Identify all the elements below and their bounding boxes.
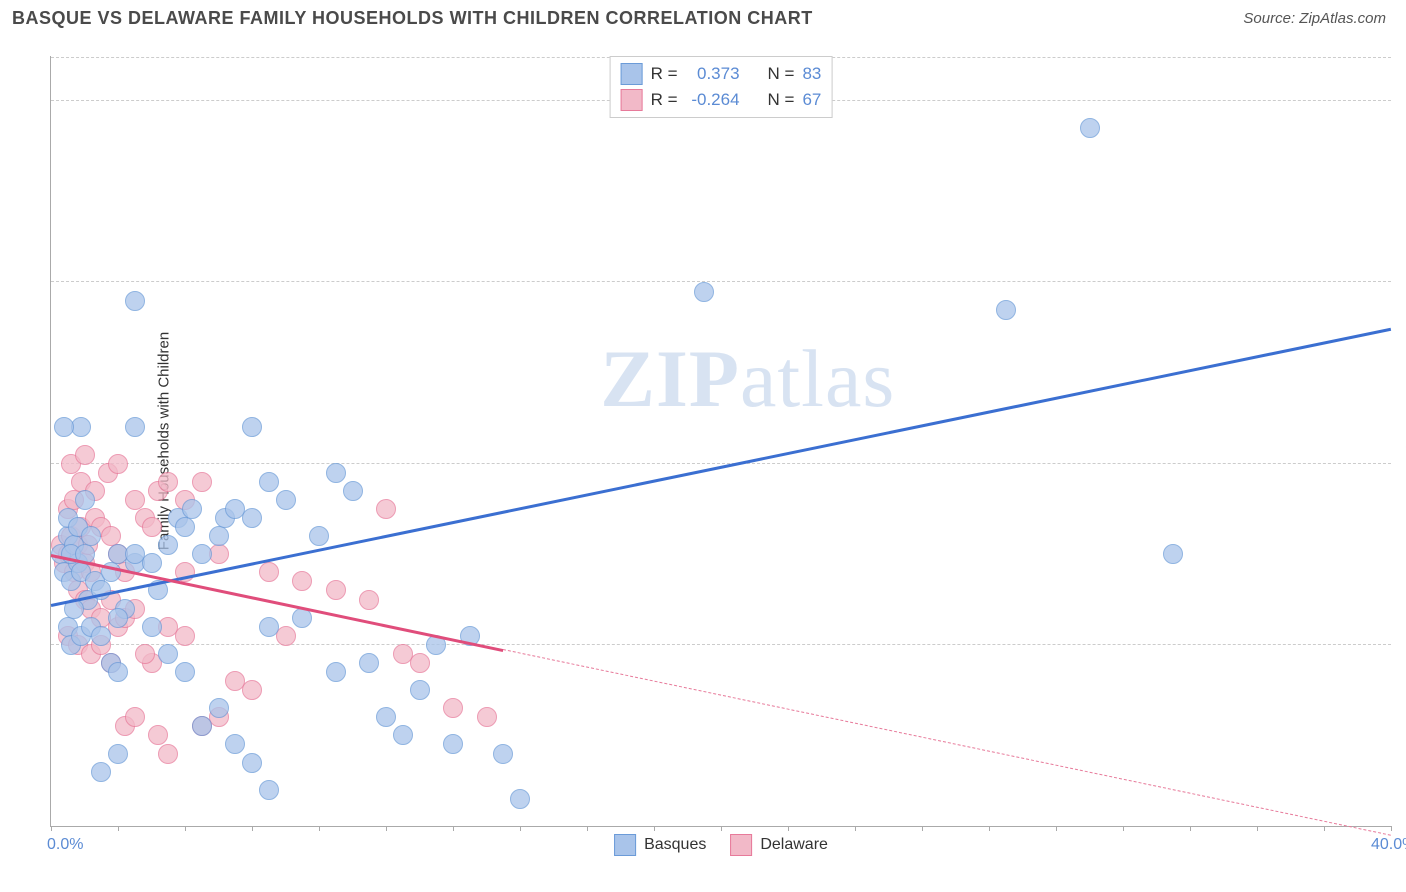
data-point-delaware [443, 698, 463, 718]
data-point-delaware [101, 526, 121, 546]
data-point-delaware [125, 707, 145, 727]
data-point-basques [1080, 118, 1100, 138]
data-point-basques [259, 617, 279, 637]
data-point-basques [493, 744, 513, 764]
data-point-basques [276, 490, 296, 510]
data-point-basques [393, 725, 413, 745]
data-point-basques [343, 481, 363, 501]
data-point-basques [1163, 544, 1183, 564]
data-point-basques [158, 644, 178, 664]
data-point-delaware [158, 744, 178, 764]
data-point-delaware [125, 490, 145, 510]
data-point-basques [359, 653, 379, 673]
swatch-delaware-icon [730, 834, 752, 856]
data-point-delaware [142, 517, 162, 537]
data-point-delaware [326, 580, 346, 600]
data-point-basques [125, 417, 145, 437]
data-point-basques [410, 680, 430, 700]
legend-row-basques: R = 0.373 N = 83 [621, 61, 822, 87]
data-point-delaware [108, 454, 128, 474]
data-point-delaware [410, 653, 430, 673]
data-point-basques [510, 789, 530, 809]
data-point-delaware [242, 680, 262, 700]
data-point-basques [443, 734, 463, 754]
data-point-delaware [158, 472, 178, 492]
chart-title: BASQUE VS DELAWARE FAMILY HOUSEHOLDS WIT… [12, 8, 813, 29]
swatch-delaware [621, 89, 643, 111]
swatch-basques [621, 63, 643, 85]
trend-line [503, 649, 1391, 836]
data-point-basques [225, 734, 245, 754]
data-point-basques [694, 282, 714, 302]
correlation-legend: R = 0.373 N = 83 R = -0.264 N = 67 [610, 56, 833, 118]
data-point-basques [309, 526, 329, 546]
data-point-basques [108, 744, 128, 764]
swatch-basques-icon [614, 834, 636, 856]
legend-row-delaware: R = -0.264 N = 67 [621, 87, 822, 113]
data-point-delaware [292, 571, 312, 591]
series-legend: Basques Delaware [614, 834, 828, 856]
source-label: Source: ZipAtlas.com [1243, 10, 1386, 27]
data-point-basques [259, 472, 279, 492]
data-point-basques [192, 716, 212, 736]
data-point-basques [81, 526, 101, 546]
chart-plot-area: Family Households with Children ZIPatlas… [50, 56, 1391, 827]
data-point-basques [108, 608, 128, 628]
data-point-basques [125, 291, 145, 311]
legend-item-basques: Basques [614, 834, 706, 856]
data-point-delaware [477, 707, 497, 727]
data-point-basques [259, 780, 279, 800]
data-point-delaware [192, 472, 212, 492]
x-tick-label: 0.0% [47, 836, 83, 854]
data-point-basques [158, 535, 178, 555]
data-point-basques [209, 698, 229, 718]
data-point-basques [209, 526, 229, 546]
trend-line [51, 328, 1392, 607]
data-point-delaware [135, 644, 155, 664]
data-point-basques [175, 517, 195, 537]
data-point-delaware [175, 626, 195, 646]
watermark: ZIPatlas [600, 332, 895, 426]
data-point-basques [91, 626, 111, 646]
data-point-basques [242, 508, 262, 528]
data-point-basques [75, 490, 95, 510]
data-point-basques [376, 707, 396, 727]
legend-item-delaware: Delaware [730, 834, 828, 856]
data-point-basques [182, 499, 202, 519]
data-point-basques [326, 463, 346, 483]
data-point-basques [175, 662, 195, 682]
data-point-delaware [75, 445, 95, 465]
data-point-basques [242, 417, 262, 437]
data-point-basques [142, 553, 162, 573]
data-point-delaware [148, 725, 168, 745]
data-point-basques [326, 662, 346, 682]
data-point-delaware [359, 590, 379, 610]
data-point-basques [108, 662, 128, 682]
data-point-delaware [259, 562, 279, 582]
data-point-delaware [376, 499, 396, 519]
data-point-basques [142, 617, 162, 637]
header: BASQUE VS DELAWARE FAMILY HOUSEHOLDS WIT… [0, 0, 1406, 33]
data-point-basques [91, 762, 111, 782]
x-tick-label: 40.0% [1371, 836, 1406, 854]
data-point-basques [54, 417, 74, 437]
data-point-basques [996, 300, 1016, 320]
data-point-basques [242, 753, 262, 773]
data-point-basques [192, 544, 212, 564]
